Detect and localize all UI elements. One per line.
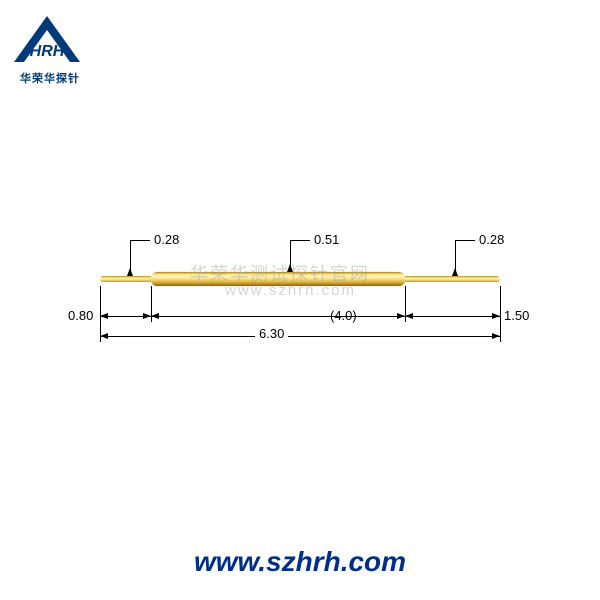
dim-left-len: 0.80 — [68, 308, 93, 323]
pin-right-tip — [405, 276, 500, 282]
arrow-right-len-l — [405, 313, 413, 319]
logo-mark: HRH — [12, 12, 82, 64]
watermark-line2: www.szhrh.com — [225, 282, 356, 299]
leader-tip-left-h — [130, 240, 150, 241]
arrow-left-len-l — [100, 313, 108, 319]
arrow-total-r — [492, 333, 500, 339]
technical-drawing: 华荣华测试探针官网 www.szhrh.com 0.28 0.51 0.28 0… — [60, 230, 540, 370]
arrow-total-l — [100, 333, 108, 339]
logo-initials: HRH — [30, 43, 65, 60]
dim-right-len: 1.50 — [504, 308, 529, 323]
leader-body-h — [290, 240, 310, 241]
ext-3 — [500, 286, 501, 342]
arrow-body — [287, 264, 293, 272]
arrow-mid-l — [151, 313, 159, 319]
dim-body-diameter: 0.51 — [314, 232, 339, 247]
arrow-right-len-r — [492, 313, 500, 319]
brand-logo: HRH 华荣华探针 — [12, 12, 82, 64]
dimline-mid — [151, 316, 405, 317]
leader-tip-right-h — [455, 240, 475, 241]
arrow-left-len-r — [143, 313, 151, 319]
logo-chinese-text: 华荣华探针 — [20, 70, 80, 86]
dim-total-len: 6.30 — [255, 326, 288, 341]
arrow-tip-right — [452, 268, 458, 276]
arrow-mid-r — [397, 313, 405, 319]
dim-tip-right-diameter: 0.28 — [479, 232, 504, 247]
dimline-total — [100, 336, 500, 337]
dim-tip-left-diameter: 0.28 — [154, 232, 179, 247]
dimline-right-len — [405, 316, 500, 317]
pin-left-tip — [100, 276, 151, 282]
arrow-tip-left — [127, 268, 133, 276]
footer-url: www.szhrh.com — [0, 546, 600, 578]
